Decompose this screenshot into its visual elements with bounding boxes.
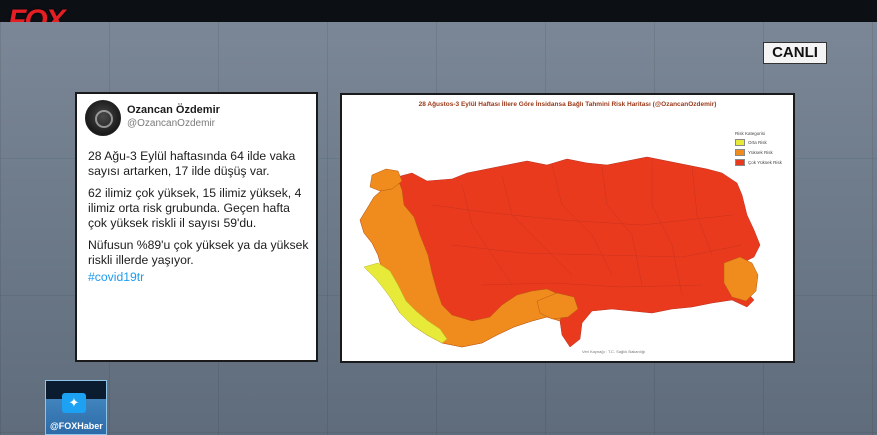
map-source-footer: Veri Kaynağı : T.C. Sağlık Bakanlığı	[582, 349, 646, 354]
map-region-high-south	[536, 292, 579, 320]
tweet-body: 28 Ağu-3 Eylül haftasında 64 ilde vaka s…	[88, 149, 312, 285]
map-region-high-thrace	[369, 168, 403, 192]
studio-screen: CANLI Ozancan Özdemir @OzancanOzdemir 28…	[0, 22, 877, 435]
twitter-badge-top	[46, 381, 106, 399]
legend-label: Yüksek Risk	[748, 150, 773, 155]
legend-item: Orta Risk	[735, 139, 782, 146]
legend-swatch	[735, 149, 745, 156]
avatar	[85, 100, 121, 136]
map-legend: Risk Kategorisi Orta Risk Yüksek Risk Ço…	[735, 131, 782, 169]
legend-label: Çok Yüksek Risk	[748, 160, 782, 165]
broadcast-top-bar	[0, 0, 877, 22]
tweet-paragraph: 28 Ağu-3 Eylül haftasında 64 ilde vaka s…	[88, 149, 296, 178]
tweet-author-handle: @OzancanOzdemir	[127, 118, 215, 129]
twitter-handle: @FOXHaber	[50, 421, 103, 431]
tweet-hashtag: #covid19tr	[88, 270, 145, 284]
province-borders	[431, 161, 743, 296]
tweet-paragraph: Nüfusun %89'u çok yüksek ya da yüksek ri…	[88, 238, 309, 267]
legend-label: Orta Risk	[748, 140, 767, 145]
tweet-card: Ozancan Özdemir @OzancanOzdemir 28 Ağu-3…	[75, 92, 318, 362]
risk-map-card: 28 Ağustos-3 Eylül Haftası İllere Göre İ…	[340, 93, 795, 363]
tweet-author-name: Ozancan Özdemir	[127, 104, 220, 116]
map-region-medium-west	[363, 262, 448, 344]
legend-item: Çok Yüksek Risk	[735, 159, 782, 166]
map-region-high-east	[723, 256, 759, 302]
twitter-badge: ✦ @FOXHaber	[45, 380, 107, 435]
legend-item: Yüksek Risk	[735, 149, 782, 156]
live-badge: CANLI	[763, 42, 827, 64]
twitter-bird-icon: ✦	[62, 393, 86, 413]
legend-swatch	[735, 159, 745, 166]
tweet-paragraph: 62 ilimiz çok yüksek, 15 ilimiz yüksek, …	[88, 186, 302, 230]
legend-title: Risk Kategorisi	[735, 131, 766, 136]
map-title: 28 Ağustos-3 Eylül Haftası İllere Göre İ…	[418, 101, 717, 108]
turkey-risk-map	[359, 156, 761, 348]
legend-swatch	[735, 139, 745, 146]
